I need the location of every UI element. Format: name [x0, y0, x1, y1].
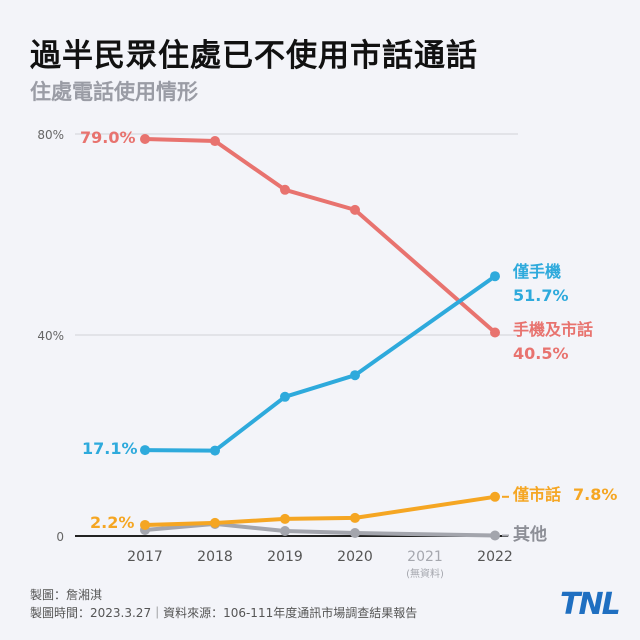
label-mobile-only-start: 17.1% — [82, 439, 138, 458]
x-tick-label: 2017 — [127, 549, 163, 565]
data-point — [490, 530, 500, 541]
chart-title: 過半民眾住處已不使用市話通話 — [30, 38, 478, 74]
data-point — [280, 184, 290, 195]
data-point — [210, 136, 220, 147]
data-point — [140, 519, 150, 530]
data-point — [210, 445, 220, 456]
label-landline-mobile-name: 手機及市話 — [513, 320, 594, 339]
chart-subtitle: 住處電話使用情形 — [30, 80, 198, 104]
data-point — [280, 391, 290, 402]
y-tick-label: 80% — [37, 128, 64, 142]
data-point — [490, 327, 500, 338]
label-mobile-only-name: 僅手機 — [513, 262, 562, 281]
series-line-3 — [143, 521, 497, 538]
x-tick-label: 2020 — [337, 549, 373, 565]
data-point — [280, 525, 290, 536]
data-point — [350, 527, 360, 538]
data-point — [350, 512, 360, 523]
x-tick-label: 2022 — [477, 549, 513, 565]
tnl-logo: TNL — [560, 587, 621, 622]
x-tick-label: 2018 — [197, 549, 233, 565]
y-tick-label: 0 — [56, 530, 64, 544]
series-line-2 — [143, 494, 497, 527]
x-tick-note: (無資料) — [406, 567, 444, 580]
label-landline-only-end: 7.8% — [573, 485, 618, 504]
data-point — [350, 370, 360, 381]
data-point — [140, 445, 150, 456]
label-mobile-only-end: 51.7% — [513, 286, 569, 305]
label-landline-mobile-end: 40.5% — [513, 344, 569, 363]
data-point — [210, 517, 220, 528]
x-tick-label: 2021 — [407, 549, 443, 565]
y-tick-label: 40% — [37, 329, 64, 343]
data-point — [490, 271, 500, 282]
data-point — [140, 134, 150, 145]
label-landline-only-name: 僅市話 — [513, 485, 562, 504]
data-point — [280, 513, 290, 524]
footer-producer: 製圖：詹湘淇 — [30, 588, 103, 602]
data-point — [490, 491, 500, 502]
series-line-1 — [143, 274, 497, 453]
label-landline-mobile-start: 79.0% — [80, 128, 136, 147]
series-line-0 — [143, 137, 497, 335]
footer-meta: 製圖時間：2023.3.27｜資料來源：106-111年度通訊市場調查結果報告 — [30, 606, 418, 620]
label-other-name: 其他 — [513, 525, 547, 545]
data-point — [350, 204, 360, 215]
x-tick-label: 2019 — [267, 549, 303, 565]
label-landline-only-start: 2.2% — [90, 513, 135, 532]
